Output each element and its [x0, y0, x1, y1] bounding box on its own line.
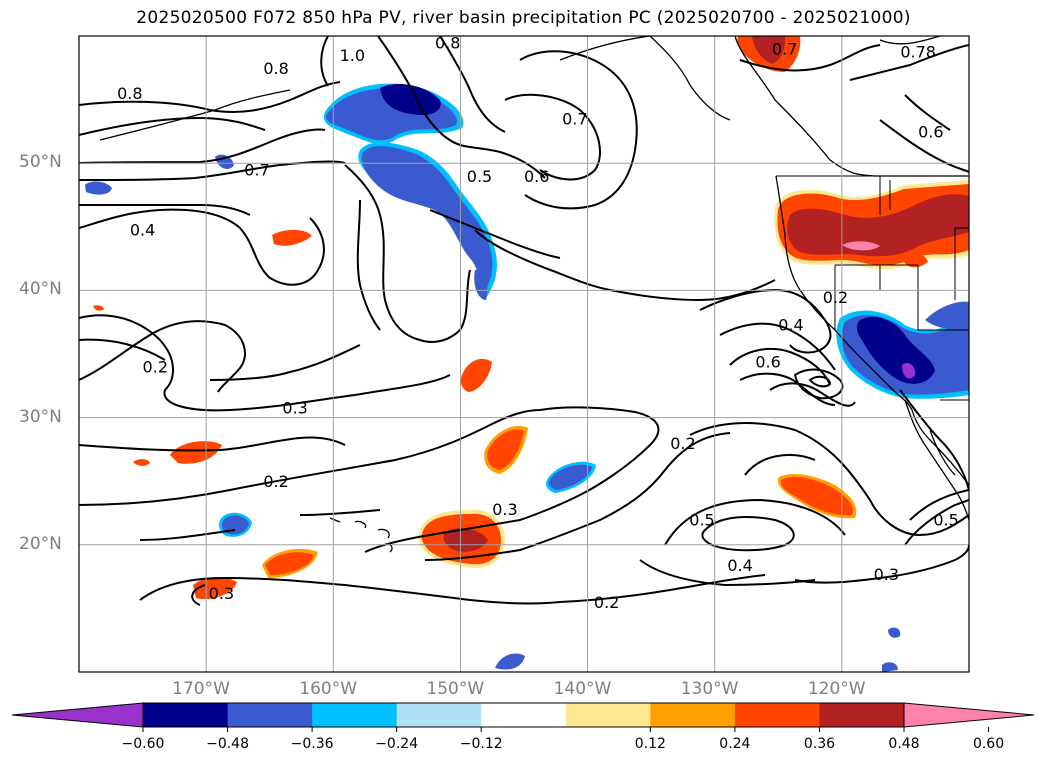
lat-tick-label: 50°N: [19, 152, 62, 173]
political-borders: [776, 175, 969, 401]
lat-tick-label: 30°N: [19, 406, 62, 427]
contour-label: 0.78: [900, 42, 936, 61]
contour-label: 1.0: [340, 46, 365, 65]
colorbar-tick-label: −0.36: [290, 736, 334, 752]
lon-tick-label: 130°W: [680, 679, 739, 699]
contour-label: 0.5: [933, 510, 958, 529]
colorbar-segment: [819, 703, 905, 727]
map-gridlines: [79, 36, 969, 672]
contour-label: 0.8: [263, 59, 288, 78]
contour-label: 0.3: [492, 500, 517, 519]
lon-tick-label: 140°W: [553, 679, 612, 699]
colorbar-extend-max: [903, 702, 1035, 728]
islands: [99, 89, 393, 553]
colorbar-segment: [481, 703, 567, 727]
contour-label: 0.5: [689, 510, 714, 529]
colorbar-tick-label: −0.24: [375, 736, 419, 752]
colorbar-tick-label: −0.60: [121, 736, 165, 752]
contour-label: 0.2: [143, 358, 168, 377]
lat-tick-label: 20°N: [19, 533, 62, 554]
colorbar-tick-label: 0.12: [634, 736, 666, 752]
colorbar-tick-label: 0.36: [803, 736, 836, 752]
lat-tick-label: 40°N: [19, 279, 62, 300]
contour-label: 0.4: [727, 556, 752, 575]
contour-label: 0.7: [244, 161, 269, 180]
colorbar-tick-label: 0.48: [888, 736, 920, 752]
map-frame: [78, 35, 970, 673]
contour-labels: 0.8 0.8 0.8 1.0 0.7 0.4 0.5 0.6 0.7 0.7 0.78 0.6 0.2…: [117, 33, 959, 612]
lon-tick-label: 150°W: [426, 679, 485, 699]
coastlines: [559, 36, 969, 521]
contour-label: 0.8: [435, 33, 460, 52]
colorbar-segment: [565, 703, 651, 727]
colorbar-segment: [227, 703, 313, 727]
colorbar-segment: [143, 703, 229, 727]
colorbar-segment: [734, 703, 820, 727]
lon-tick-label: 170°W: [172, 679, 230, 699]
colorbar-tick-label: −0.48: [206, 736, 249, 752]
contour-label: 0.3: [874, 565, 899, 584]
map-title: 2025020500 F072 850 hPa PV, river basin …: [136, 8, 911, 28]
colorbar-segment: [650, 703, 736, 727]
contour-label: 0.3: [209, 584, 234, 603]
colorbar-frame: [142, 702, 905, 728]
colorbar-tick-label: 0.24: [719, 736, 751, 752]
contour-label: 0.7: [562, 110, 587, 129]
contour-label: 0.2: [263, 472, 288, 491]
contour-label: 0.6: [918, 122, 943, 141]
colorbar-tick-label: −0.12: [459, 736, 503, 752]
colorbar-segment: [396, 703, 482, 727]
contour-label: 0.2: [594, 593, 619, 612]
contour-label: 0.7: [772, 40, 797, 59]
colorbar-tick-label: 0.60: [972, 736, 1005, 752]
colorbar-extend-min: [11, 702, 144, 728]
contour-label: 0.6: [524, 167, 549, 186]
contour-label: 0.2: [823, 288, 848, 307]
lon-tick-label: 120°W: [807, 679, 866, 699]
contour-label: 0.5: [467, 167, 492, 186]
negative-anomaly-shading: [85, 83, 969, 672]
contour-label: 0.4: [778, 316, 803, 335]
contour-label: 0.4: [130, 220, 155, 239]
colorbar-segment: [312, 703, 398, 727]
contour-label: 0.6: [755, 353, 780, 372]
contour-label: 0.8: [117, 84, 142, 103]
lon-tick-label: 160°W: [299, 679, 358, 699]
contour-label: 0.2: [670, 434, 695, 453]
contour-label: 0.3: [282, 398, 307, 417]
positive-anomaly-shading: [93, 36, 969, 600]
